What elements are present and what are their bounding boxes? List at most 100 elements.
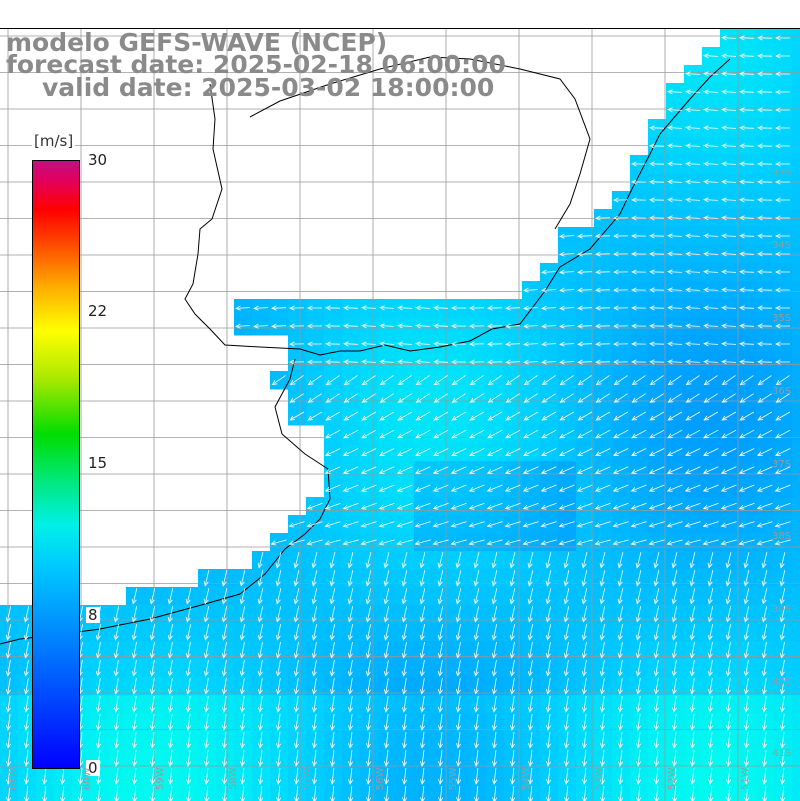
coastline-north xyxy=(184,58,731,356)
wind-arrow xyxy=(631,251,647,257)
wind-arrow xyxy=(726,714,732,731)
wind-arrow xyxy=(325,305,341,311)
wind-arrow xyxy=(131,588,138,605)
wind-arrow xyxy=(739,161,755,167)
lon-label-52w: 52W xyxy=(667,767,678,790)
colorbar-tick-8: 8 xyxy=(86,606,100,624)
wind-arrow xyxy=(432,502,449,510)
wind-arrow xyxy=(577,233,593,239)
wind-arrow xyxy=(239,624,245,641)
wind-arrow xyxy=(667,375,682,386)
wind-arrow xyxy=(703,71,719,77)
wind-arrow xyxy=(342,466,359,474)
wind-arrow xyxy=(558,484,575,492)
wind-arrow xyxy=(739,429,755,439)
wind-arrow xyxy=(469,305,485,311)
wind-arrow xyxy=(690,714,696,731)
wind-arrow xyxy=(757,287,773,293)
wind-arrow xyxy=(504,539,521,546)
wind-arrow xyxy=(450,502,467,510)
wind-arrow xyxy=(780,714,786,731)
wind-arrow xyxy=(185,624,191,641)
wind-cell xyxy=(792,335,800,354)
wind-arrow xyxy=(757,269,773,275)
wind-arrow xyxy=(361,323,377,329)
wind-arrow xyxy=(540,502,557,510)
wind-arrow xyxy=(762,750,768,767)
wind-arrow xyxy=(775,269,790,275)
wind-arrow xyxy=(667,305,683,311)
lon-label-58w: 58W xyxy=(228,767,239,790)
wind-arrow xyxy=(685,375,700,386)
wind-arrow xyxy=(486,539,503,546)
wind-arrow xyxy=(545,570,552,587)
wind-arrow xyxy=(433,393,448,403)
wind-arrow xyxy=(667,179,683,185)
wind-arrow xyxy=(667,411,683,421)
wind-arrow xyxy=(366,767,372,785)
wind-arrow xyxy=(618,767,624,785)
wind-arrow xyxy=(221,570,228,587)
wind-cell xyxy=(792,83,800,102)
wind-arrow xyxy=(649,429,665,439)
wind-arrow xyxy=(725,606,732,623)
wind-arrow xyxy=(594,484,611,492)
wind-arrow xyxy=(743,588,750,605)
wind-arrow xyxy=(307,375,322,386)
wind-arrow xyxy=(595,393,610,403)
wind-arrow xyxy=(631,161,647,167)
wind-arrow xyxy=(653,570,660,587)
wind-arrow xyxy=(653,624,659,641)
wind-arrow xyxy=(348,767,354,785)
wind-arrow xyxy=(685,341,701,347)
wind-arrow xyxy=(275,624,281,641)
wind-arrow xyxy=(577,305,593,311)
wind-arrow xyxy=(725,660,731,677)
wind-arrow xyxy=(667,269,683,275)
wind-arrow xyxy=(402,750,408,767)
wind-arrow xyxy=(360,502,377,510)
wind-arrow xyxy=(253,305,269,311)
wind-arrow xyxy=(276,750,282,767)
wind-arrow xyxy=(306,539,323,546)
wind-arrow xyxy=(257,624,263,641)
wind-arrow xyxy=(527,678,533,695)
wind-arrow xyxy=(509,678,515,695)
wind-arrow xyxy=(294,750,300,767)
wind-arrow xyxy=(343,393,358,403)
wind-arrow xyxy=(756,539,773,546)
wind-arrow xyxy=(743,678,749,695)
wind-arrow xyxy=(271,305,287,311)
wind-arrow xyxy=(726,767,732,785)
wind-arrow xyxy=(635,696,641,713)
wind-arrow xyxy=(726,732,732,749)
wind-arrow xyxy=(361,341,377,347)
wind-arrow xyxy=(654,785,660,801)
wind-arrow xyxy=(204,750,210,767)
wind-arrow xyxy=(541,411,557,421)
wind-arrow xyxy=(671,606,678,623)
wind-arrow xyxy=(360,484,377,492)
wind-arrow xyxy=(419,642,425,659)
wind-arrow xyxy=(708,785,714,801)
wind-arrow xyxy=(401,588,408,605)
wind-arrow xyxy=(204,767,210,785)
wind-arrow xyxy=(469,375,484,386)
wind-arrow xyxy=(330,714,336,731)
wind-arrow xyxy=(437,642,443,659)
wind-cell xyxy=(792,479,800,498)
wind-cell xyxy=(792,317,800,336)
wind-arrow xyxy=(738,448,755,456)
wind-arrow xyxy=(240,732,246,749)
wind-arrow xyxy=(582,750,588,767)
wind-arrow xyxy=(685,411,701,421)
wind-arrow xyxy=(540,521,557,528)
wind-arrow xyxy=(684,502,701,510)
wind-cell xyxy=(792,533,800,552)
wind-arrow xyxy=(113,642,119,659)
wind-arrow xyxy=(672,767,678,785)
wind-arrow xyxy=(365,660,371,677)
colorbar-tick-22: 22 xyxy=(86,302,110,320)
wind-arrow xyxy=(635,552,642,569)
wind-arrow xyxy=(649,393,664,403)
